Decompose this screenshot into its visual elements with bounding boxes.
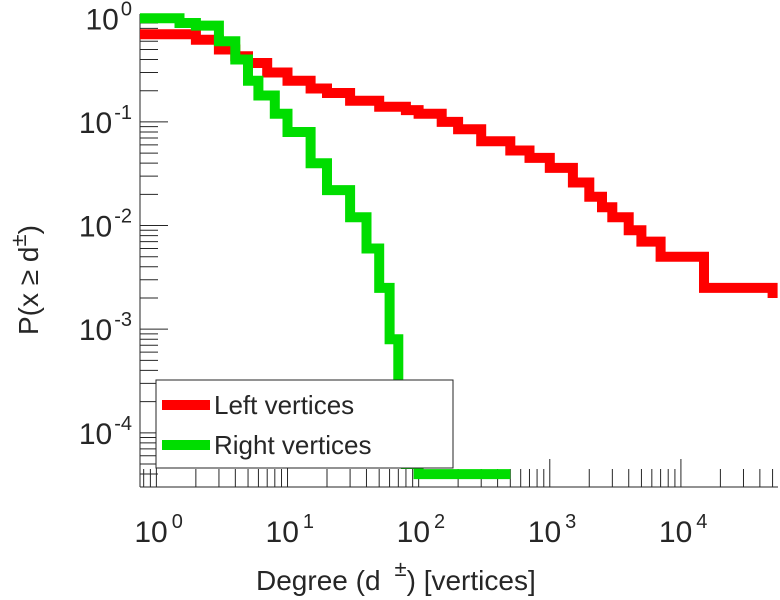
x-tick-label: 10 4: [659, 511, 708, 549]
left-vertices-series-line: [140, 29, 778, 298]
y-tick-exponent: -2: [114, 206, 132, 228]
x-title-sup: ±: [395, 556, 407, 581]
x-tick-base: 10: [397, 516, 430, 549]
x-tick-exponent: 3: [565, 511, 576, 533]
y-tick-base: 10: [79, 107, 112, 140]
x-tick-base: 10: [528, 516, 561, 549]
x-tick-base: 10: [659, 516, 692, 549]
y-title-close: ): [13, 225, 44, 234]
y-tick-label: 10 -2: [79, 206, 132, 244]
x-tick-base: 10: [266, 516, 299, 549]
y-tick-exponent: 0: [121, 0, 132, 20]
y-tick-label: 10 -3: [79, 309, 132, 347]
axis-labels: 10 0 10 1 10 2 10 3 10 410 010 -110 -210 -310 -4Degree…: [6, 0, 707, 596]
y-tick-base: 10: [79, 418, 112, 451]
y-tick-exponent: -4: [114, 413, 132, 435]
x-title-rest: ) [vertices]: [407, 565, 536, 596]
x-tick-exponent: 0: [172, 511, 183, 533]
y-tick-base: 10: [86, 3, 119, 36]
x-tick-exponent: 4: [696, 511, 707, 533]
y-tick-exponent: -3: [114, 309, 132, 331]
legend-box: [155, 379, 454, 469]
legend: Left vertices Right vertices: [155, 379, 454, 469]
y-tick-base: 10: [79, 314, 112, 347]
x-tick-label: 10 0: [134, 511, 183, 549]
x-tick-exponent: 1: [303, 511, 314, 533]
y-axis-title: P(x ≥ d±): [6, 225, 44, 335]
x-tick-label: 10 1: [266, 511, 315, 549]
y-title-sup: ±: [6, 234, 31, 246]
x-axis-title: Degree (d ±) [vertices]: [256, 556, 536, 596]
y-tick-base: 10: [79, 211, 112, 244]
x-title-main: Degree (d: [256, 565, 381, 596]
y-tick-exponent: -1: [114, 102, 132, 124]
y-tick-label: 10 -4: [79, 413, 132, 451]
right-vertices-legend-label: Right vertices: [214, 430, 372, 460]
x-tick-exponent: 2: [434, 511, 445, 533]
x-tick-label: 10 3: [528, 511, 577, 549]
y-tick-label: 10 -1: [79, 102, 132, 140]
y-title-main: P(x ≥ d: [13, 247, 44, 336]
x-tick-label: 10 2: [397, 511, 446, 549]
x-tick-base: 10: [134, 516, 167, 549]
y-tick-label: 10 0: [86, 0, 133, 36]
left-vertices-legend-label: Left vertices: [214, 390, 354, 420]
